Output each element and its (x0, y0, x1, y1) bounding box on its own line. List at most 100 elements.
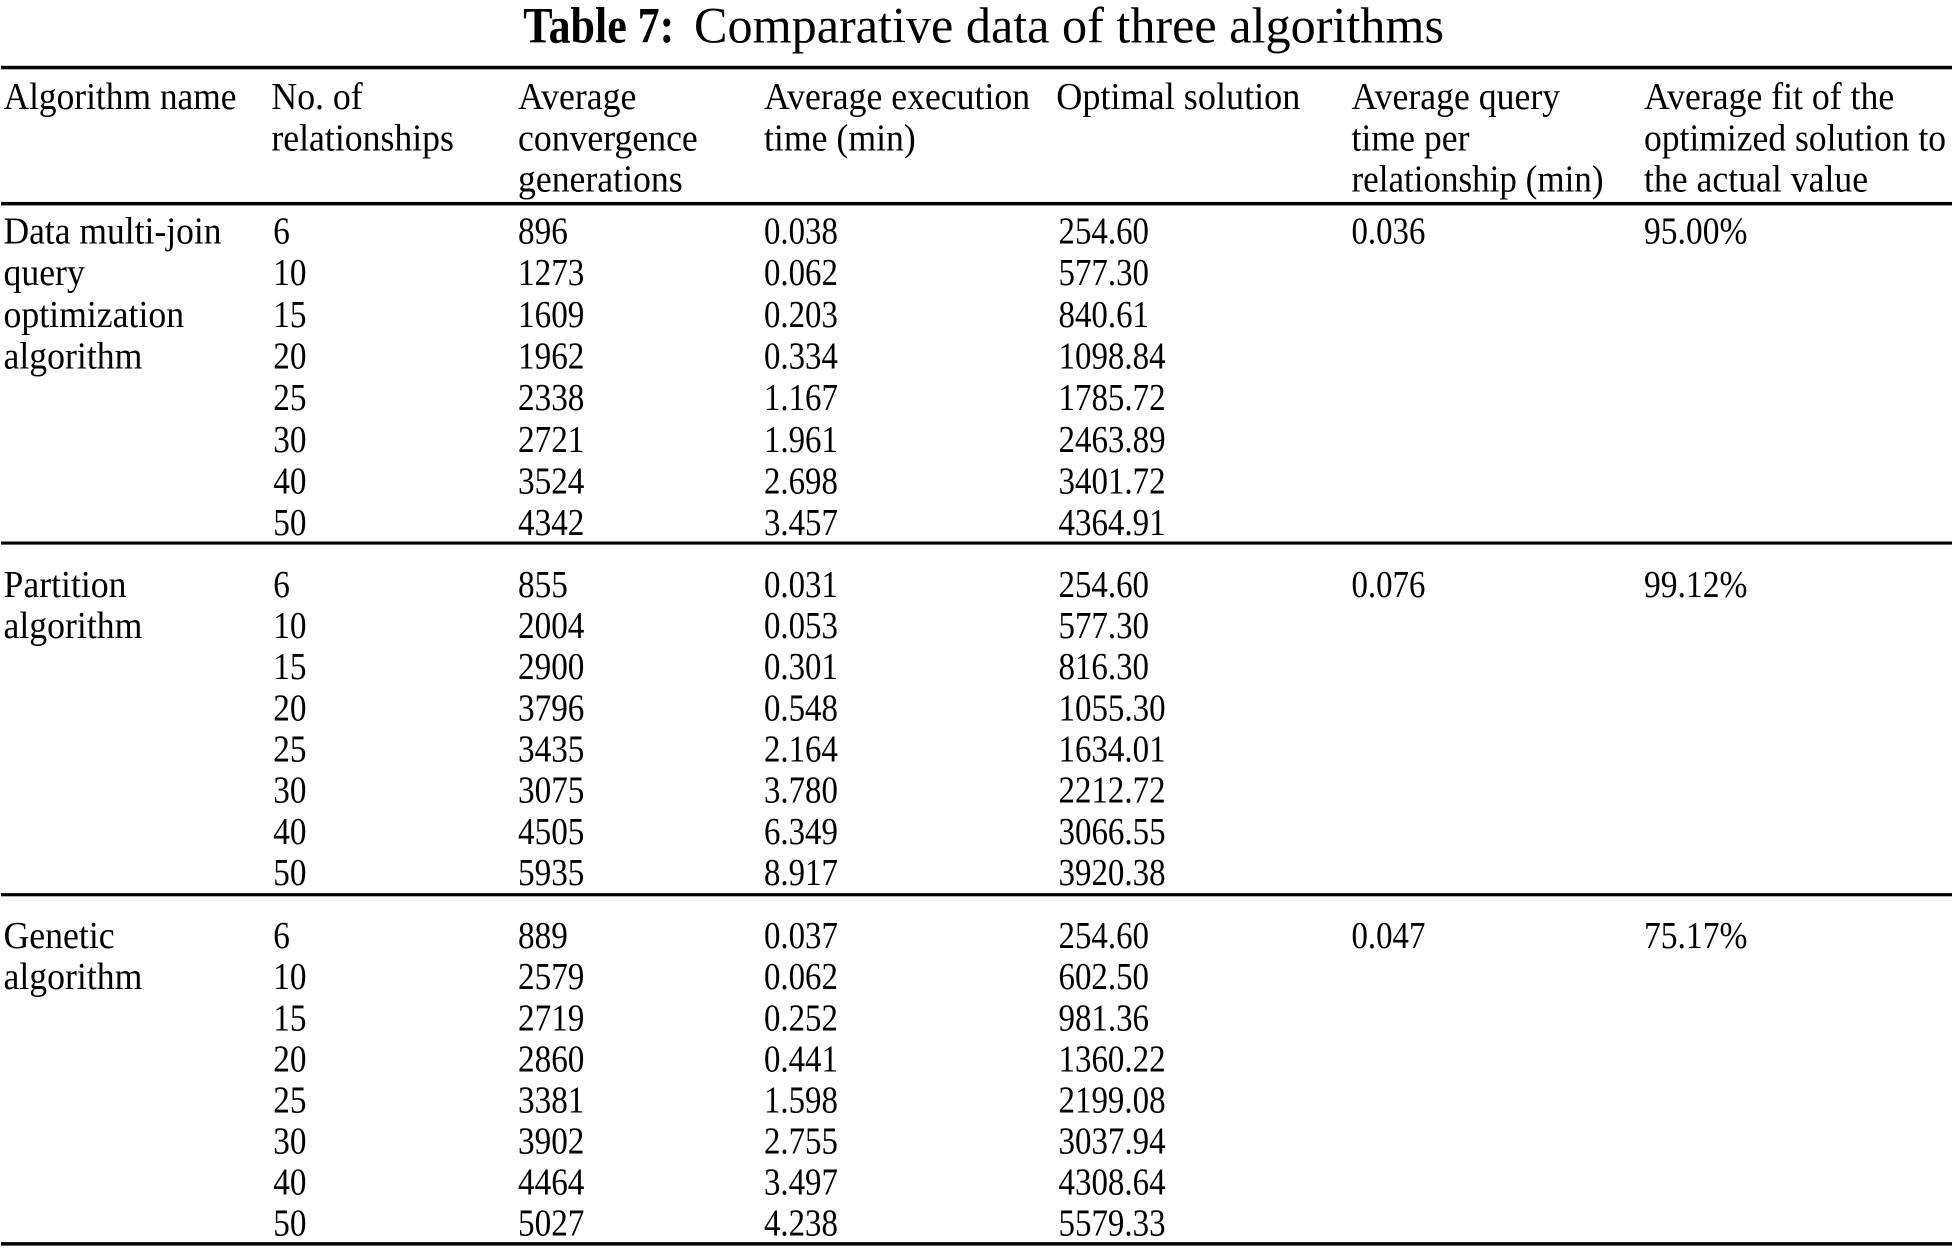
svg-text:0.038: 0.038 (764, 211, 838, 253)
svg-text:10: 10 (273, 956, 306, 998)
svg-text:2.164: 2.164 (764, 729, 838, 771)
svg-text:0.053: 0.053 (764, 605, 838, 647)
svg-text:10: 10 (273, 605, 306, 647)
svg-text:Average: Average (518, 76, 636, 118)
svg-text:5027: 5027 (518, 1203, 584, 1245)
svg-text:50: 50 (273, 852, 306, 894)
svg-text:1273: 1273 (518, 252, 584, 294)
svg-text:577.30: 577.30 (1059, 252, 1150, 294)
svg-text:816.30: 816.30 (1059, 646, 1150, 688)
svg-text:25: 25 (273, 729, 306, 771)
svg-text:0.076: 0.076 (1352, 564, 1426, 606)
svg-text:3920.38: 3920.38 (1059, 852, 1166, 894)
svg-text:Average query: Average query (1352, 76, 1561, 118)
svg-text:75.17%: 75.17% (1644, 915, 1747, 957)
svg-text:1785.72: 1785.72 (1059, 377, 1166, 419)
svg-text:optimized solution to: optimized solution to (1644, 117, 1946, 159)
svg-text:algorithm: algorithm (4, 336, 143, 378)
svg-text:0.036: 0.036 (1352, 211, 1426, 253)
svg-text:30: 30 (273, 770, 306, 812)
svg-text:254.60: 254.60 (1059, 915, 1150, 957)
svg-text:1055.30: 1055.30 (1059, 687, 1166, 729)
svg-text:Average execution: Average execution (764, 76, 1030, 118)
svg-text:0.203: 0.203 (764, 294, 838, 336)
svg-text:0.548: 0.548 (764, 687, 838, 729)
svg-text:0.062: 0.062 (764, 252, 838, 294)
svg-text:Optimal solution: Optimal solution (1056, 76, 1300, 118)
svg-text:30: 30 (273, 419, 306, 461)
svg-text:relationship (min): relationship (min) (1352, 159, 1604, 201)
svg-text:5935: 5935 (518, 852, 584, 894)
svg-text:40: 40 (273, 460, 306, 502)
svg-text:relationships: relationships (271, 117, 454, 159)
svg-text:2004: 2004 (518, 605, 584, 647)
svg-text:4505: 4505 (518, 811, 584, 853)
svg-text:0.062: 0.062 (764, 956, 838, 998)
svg-text:2.755: 2.755 (764, 1120, 838, 1162)
svg-text:0.252: 0.252 (764, 997, 838, 1039)
svg-text:algorithm: algorithm (4, 605, 143, 647)
svg-text:Table 7:: Table 7: (523, 0, 674, 55)
svg-text:20: 20 (273, 687, 306, 729)
svg-text:algorithm: algorithm (4, 956, 143, 998)
svg-text:577.30: 577.30 (1059, 605, 1150, 647)
svg-text:95.00%: 95.00% (1644, 211, 1747, 253)
svg-text:Average fit of the: Average fit of the (1644, 76, 1894, 118)
svg-text:3401.72: 3401.72 (1059, 460, 1166, 502)
svg-text:Algorithm name: Algorithm name (4, 76, 237, 118)
svg-text:20: 20 (273, 1038, 306, 1080)
svg-text:3435: 3435 (518, 729, 584, 771)
svg-text:25: 25 (273, 377, 306, 419)
svg-text:6.349: 6.349 (764, 811, 838, 853)
svg-text:4342: 4342 (518, 502, 584, 544)
svg-text:3.497: 3.497 (764, 1161, 838, 1203)
svg-text:3037.94: 3037.94 (1059, 1120, 1166, 1162)
svg-text:0.047: 0.047 (1352, 915, 1426, 957)
svg-text:5579.33: 5579.33 (1059, 1203, 1166, 1245)
svg-text:3066.55: 3066.55 (1059, 811, 1166, 853)
svg-text:2579: 2579 (518, 956, 584, 998)
svg-text:3075: 3075 (518, 770, 584, 812)
svg-text:Data multi-join: Data multi-join (4, 211, 222, 253)
svg-text:896: 896 (518, 211, 568, 253)
svg-text:query: query (4, 252, 85, 294)
svg-text:40: 40 (273, 1161, 306, 1203)
svg-text:2721: 2721 (518, 419, 584, 461)
svg-text:15: 15 (273, 294, 306, 336)
svg-text:10: 10 (273, 252, 306, 294)
svg-text:2900: 2900 (518, 646, 584, 688)
svg-text:1634.01: 1634.01 (1059, 729, 1166, 771)
svg-text:889: 889 (518, 915, 568, 957)
svg-text:No. of: No. of (271, 76, 363, 118)
svg-text:1.167: 1.167 (764, 377, 838, 419)
svg-text:981.36: 981.36 (1059, 997, 1150, 1039)
svg-text:4464: 4464 (518, 1161, 584, 1203)
svg-text:1360.22: 1360.22 (1059, 1038, 1166, 1080)
svg-text:20: 20 (273, 336, 306, 378)
svg-text:0.301: 0.301 (764, 646, 838, 688)
svg-text:4364.91: 4364.91 (1059, 502, 1166, 544)
svg-text:optimization: optimization (4, 294, 185, 336)
svg-text:0.031: 0.031 (764, 564, 838, 606)
svg-text:Genetic: Genetic (4, 915, 115, 957)
svg-text:2338: 2338 (518, 377, 584, 419)
svg-text:840.61: 840.61 (1059, 294, 1150, 336)
svg-text:3902: 3902 (518, 1120, 584, 1162)
svg-text:2463.89: 2463.89 (1059, 419, 1166, 461)
svg-text:time per: time per (1352, 117, 1470, 159)
svg-text:254.60: 254.60 (1059, 211, 1150, 253)
svg-text:1.598: 1.598 (764, 1079, 838, 1121)
svg-text:the actual value: the actual value (1644, 159, 1868, 201)
svg-text:6: 6 (273, 211, 290, 253)
svg-text:15: 15 (273, 997, 306, 1039)
svg-text:0.334: 0.334 (764, 336, 838, 378)
svg-text:0.441: 0.441 (764, 1038, 838, 1080)
svg-text:Partition: Partition (4, 564, 127, 606)
svg-text:generations: generations (518, 159, 683, 201)
svg-text:15: 15 (273, 646, 306, 688)
svg-text:1609: 1609 (518, 294, 584, 336)
svg-text:2719: 2719 (518, 997, 584, 1039)
svg-text:40: 40 (273, 811, 306, 853)
svg-text:855: 855 (518, 564, 568, 606)
svg-text:1.961: 1.961 (764, 419, 838, 461)
